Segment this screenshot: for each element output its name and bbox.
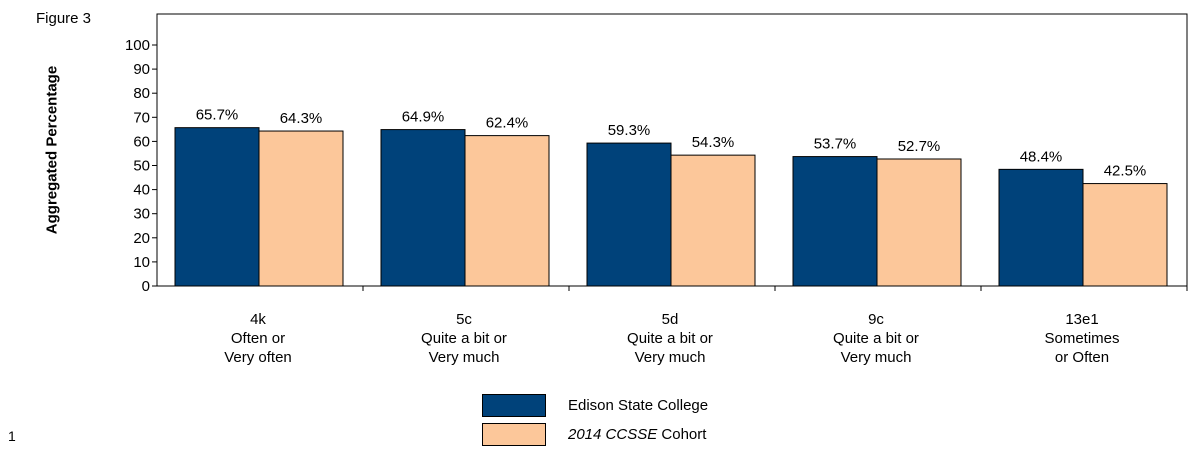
data-label: 54.3% <box>692 134 735 151</box>
x-category-label: Quite a bit or <box>833 330 919 347</box>
legend-item-edison: Edison State College <box>482 394 708 417</box>
x-category-label: 5c <box>456 311 472 328</box>
bar-edison <box>586 142 672 287</box>
bar-cohort <box>1082 183 1168 287</box>
x-category-label: Very much <box>841 349 912 366</box>
figure-label: Figure 3 <box>36 10 92 27</box>
y-tick-label: 30 <box>133 206 150 223</box>
x-category-label: Quite a bit or <box>627 330 713 347</box>
x-category-label: Quite a bit or <box>421 330 507 347</box>
y-tick-label: 70 <box>133 109 150 126</box>
bar-edison <box>998 168 1084 287</box>
data-label: 59.3% <box>608 122 651 139</box>
data-label: 48.4% <box>1020 148 1063 165</box>
page-number: 1 <box>8 428 16 444</box>
data-label: 64.9% <box>402 109 445 126</box>
legend-swatch-edison <box>482 394 546 417</box>
y-tick-label: 0 <box>142 278 150 295</box>
bar-cohort <box>876 158 962 287</box>
x-category-label: Sometimes <box>1044 330 1119 347</box>
y-tick-label: 10 <box>133 254 150 271</box>
data-label: 53.7% <box>814 136 857 153</box>
data-label: 62.4% <box>486 115 529 132</box>
y-tick-label: 50 <box>133 158 150 175</box>
legend-label-edison: Edison State College <box>568 397 709 414</box>
x-category-label: Very much <box>429 349 500 366</box>
x-category-label: Often or <box>231 330 285 347</box>
bar-cohort <box>258 130 344 287</box>
data-label: 42.5% <box>1104 163 1147 180</box>
y-tick-label: 20 <box>133 230 150 247</box>
x-category-label: 4k <box>250 311 266 328</box>
y-tick-label: 90 <box>133 61 150 78</box>
data-label: 52.7% <box>898 138 941 155</box>
x-category-label: Very much <box>635 349 706 366</box>
y-tick-label: 60 <box>133 133 150 150</box>
y-axis-title: Aggregated Percentage <box>43 65 61 235</box>
legend-item-cohort: 2014 CCSSE Cohort <box>482 423 706 446</box>
x-category-label: 13e1 <box>1065 311 1098 328</box>
bar-cohort <box>464 135 550 287</box>
y-tick-label: 40 <box>133 182 150 199</box>
bar-cohort <box>670 154 756 287</box>
y-tick-label: 100 <box>125 37 150 54</box>
x-category-label: Very often <box>224 349 292 366</box>
bar-edison <box>174 127 260 287</box>
legend-label-cohort-italic: 2014 CCSSE <box>568 426 658 443</box>
x-category-label: 5d <box>662 311 679 328</box>
y-tick-label: 80 <box>133 85 150 102</box>
data-label: 64.3% <box>280 110 323 127</box>
x-category-label: or Often <box>1055 349 1109 366</box>
legend-swatch-cohort <box>482 423 546 446</box>
x-category-label: 9c <box>868 311 884 328</box>
legend-label-cohort-rest: Cohort <box>661 426 707 443</box>
bar-edison <box>792 156 878 287</box>
data-label: 65.7% <box>196 107 239 124</box>
bar-edison <box>380 129 466 287</box>
legend-label-cohort: 2014 CCSSE Cohort <box>568 426 706 443</box>
